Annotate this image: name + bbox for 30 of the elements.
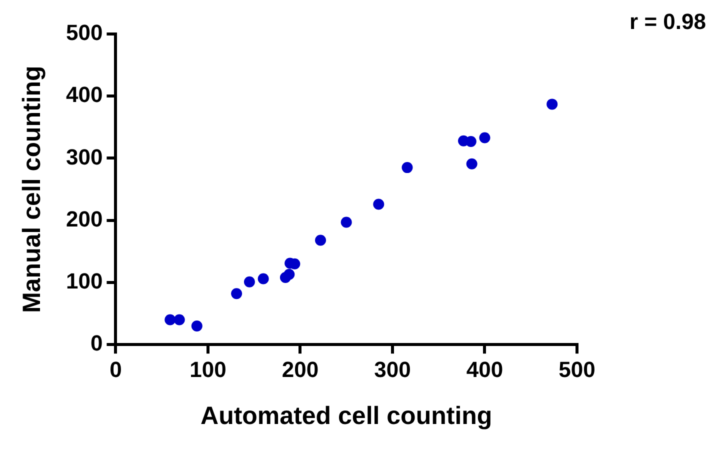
x-axis-title: Automated cell counting: [200, 402, 492, 430]
point: [164, 314, 176, 326]
y-axis-title: Manual cell counting: [18, 66, 46, 313]
y-tick-label: 200: [66, 206, 103, 232]
point: [191, 320, 202, 332]
x-tick-label: 500: [558, 356, 596, 382]
point: [373, 198, 384, 210]
point: [284, 268, 295, 280]
point: [244, 276, 255, 288]
y-tick-label: 500: [66, 20, 103, 46]
point: [340, 216, 352, 228]
y-tick-label: 400: [66, 82, 103, 108]
point: [466, 158, 478, 170]
x-tick-label: 300: [374, 356, 411, 382]
point: [479, 132, 490, 144]
point: [465, 136, 476, 147]
point: [231, 288, 242, 300]
point: [258, 273, 269, 284]
point: [315, 234, 326, 246]
y-tick-label: 100: [66, 268, 103, 294]
point: [402, 162, 413, 174]
y-tick-label: 0: [90, 330, 103, 356]
point: [546, 98, 558, 110]
x-tick-label: 0: [110, 356, 122, 382]
x-tick-label: 200: [282, 356, 319, 382]
y-tick-label: 300: [66, 144, 103, 170]
x-tick-label: 400: [466, 356, 504, 382]
x-tick-label: 100: [190, 356, 226, 382]
point: [174, 314, 185, 326]
text: r = 0.98: [630, 9, 706, 34]
